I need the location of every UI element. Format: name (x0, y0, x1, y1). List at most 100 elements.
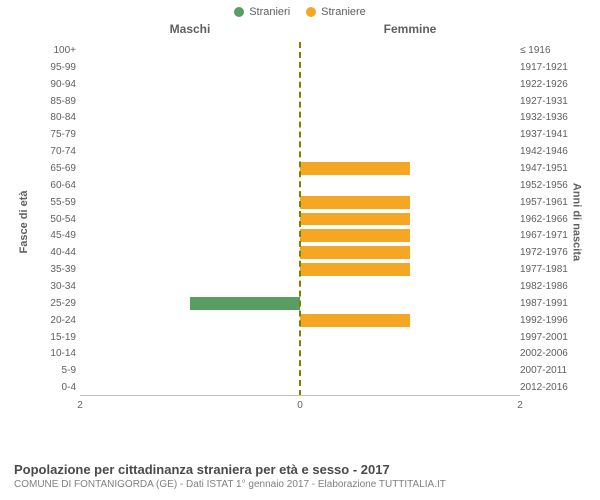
legend-item-male: Stranieri (234, 6, 290, 18)
center-divider (299, 42, 301, 396)
male-half (80, 93, 300, 110)
age-label: 80-84 (30, 112, 76, 123)
female-half (300, 244, 520, 261)
legend-dot-female (306, 7, 316, 17)
age-label: 20-24 (30, 315, 76, 326)
female-half (300, 194, 520, 211)
male-half (80, 312, 300, 329)
male-half (80, 109, 300, 126)
female-half (300, 261, 520, 278)
male-half (80, 42, 300, 59)
birth-year-label: 1947-1951 (520, 163, 570, 174)
x-tick: 0 (297, 400, 303, 411)
female-bar (300, 162, 410, 175)
birth-year-label: 1937-1941 (520, 129, 570, 140)
male-half (80, 126, 300, 143)
male-half (80, 59, 300, 76)
x-axis-ticks: 2 0 2 (80, 400, 520, 414)
chart-container: Stranieri Straniere Fasce di età Anni di… (0, 0, 600, 500)
age-label: 90-94 (30, 79, 76, 90)
female-bar (300, 213, 410, 226)
age-label: 45-49 (30, 230, 76, 241)
female-half (300, 126, 520, 143)
chart-footer: Popolazione per cittadinanza straniera p… (14, 462, 586, 490)
birth-year-label: 1942-1946 (520, 146, 570, 157)
column-headers: Maschi Femmine (80, 22, 520, 40)
birth-year-label: 1957-1961 (520, 197, 570, 208)
birth-year-label: 1922-1926 (520, 79, 570, 90)
female-half (300, 143, 520, 160)
age-label: 10-14 (30, 348, 76, 359)
birth-year-label: 2007-2011 (520, 365, 570, 376)
birth-year-label: 1997-2001 (520, 332, 570, 343)
female-half (300, 76, 520, 93)
birth-year-label: 1927-1931 (520, 96, 570, 107)
male-half (80, 362, 300, 379)
female-half (300, 59, 520, 76)
male-half (80, 379, 300, 396)
female-half (300, 211, 520, 228)
birth-year-label: 1962-1966 (520, 214, 570, 225)
birth-year-label: 2012-2016 (520, 382, 570, 393)
female-half (300, 379, 520, 396)
female-bar (300, 263, 410, 276)
birth-year-label: 2002-2006 (520, 348, 570, 359)
chart-area: Fasce di età Anni di nascita Maschi Femm… (30, 22, 570, 422)
male-half (80, 143, 300, 160)
female-bar (300, 229, 410, 242)
x-tick: 2 (77, 400, 83, 411)
female-half (300, 227, 520, 244)
female-half (300, 312, 520, 329)
birth-year-label: ≤ 1916 (520, 45, 570, 56)
male-half (80, 278, 300, 295)
birth-year-label: 1917-1921 (520, 62, 570, 73)
legend: Stranieri Straniere (0, 0, 600, 18)
male-half (80, 345, 300, 362)
birth-year-label: 1982-1986 (520, 281, 570, 292)
female-bar (300, 196, 410, 209)
female-half (300, 177, 520, 194)
y-axis-left-title: Fasce di età (18, 191, 30, 254)
male-half (80, 261, 300, 278)
age-label: 5-9 (30, 365, 76, 376)
age-label: 70-74 (30, 146, 76, 157)
female-half (300, 109, 520, 126)
age-label: 65-69 (30, 163, 76, 174)
female-half (300, 160, 520, 177)
female-half (300, 329, 520, 346)
legend-label-female: Straniere (321, 6, 366, 18)
female-bar (300, 314, 410, 327)
header-female: Femmine (300, 22, 520, 40)
age-label: 95-99 (30, 62, 76, 73)
male-half (80, 329, 300, 346)
female-half (300, 345, 520, 362)
age-label: 15-19 (30, 332, 76, 343)
birth-year-label: 1952-1956 (520, 180, 570, 191)
age-label: 60-64 (30, 180, 76, 191)
age-label: 75-79 (30, 129, 76, 140)
legend-label-male: Stranieri (249, 6, 290, 18)
x-axis-line (80, 395, 520, 396)
male-bar (190, 297, 300, 310)
age-label: 0-4 (30, 382, 76, 393)
age-label: 40-44 (30, 247, 76, 258)
footer-title: Popolazione per cittadinanza straniera p… (14, 462, 586, 477)
male-half (80, 76, 300, 93)
female-half (300, 362, 520, 379)
male-half (80, 194, 300, 211)
legend-item-female: Straniere (306, 6, 366, 18)
female-bar (300, 246, 410, 259)
birth-year-label: 1977-1981 (520, 264, 570, 275)
x-tick: 2 (517, 400, 523, 411)
male-half (80, 211, 300, 228)
age-label: 35-39 (30, 264, 76, 275)
female-half (300, 278, 520, 295)
age-label: 50-54 (30, 214, 76, 225)
footer-subtitle: COMUNE DI FONTANIGORDA (GE) - Dati ISTAT… (14, 479, 586, 490)
male-half (80, 160, 300, 177)
y-axis-right-title: Anni di nascita (570, 183, 582, 261)
birth-year-label: 1992-1996 (520, 315, 570, 326)
legend-dot-male (234, 7, 244, 17)
birth-year-label: 1967-1971 (520, 230, 570, 241)
age-label: 100+ (30, 45, 76, 56)
